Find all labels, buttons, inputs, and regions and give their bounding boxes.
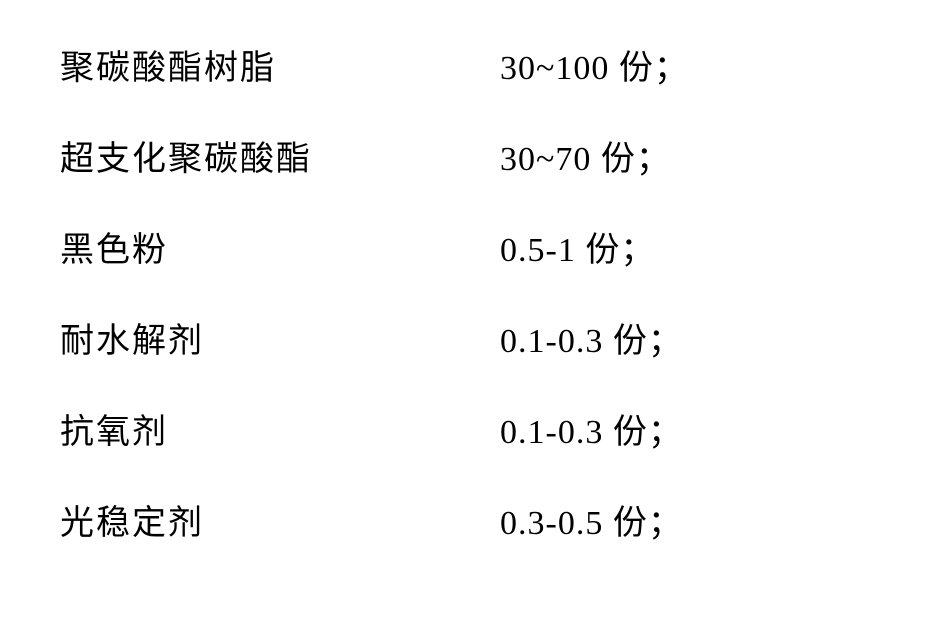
ingredient-label: 超支化聚碳酸酯	[60, 131, 500, 180]
ingredient-row: 耐水解剂 0.1-0.3 份；	[60, 313, 888, 362]
ingredient-row: 黑色粉 0.5-1 份；	[60, 222, 888, 271]
ingredient-label: 光稳定剂	[60, 495, 500, 544]
ingredient-value: 0.5-1 份；	[500, 222, 655, 271]
ingredient-value: 30~100 份；	[500, 40, 689, 89]
ingredient-row: 光稳定剂 0.3-0.5 份；	[60, 495, 888, 544]
ingredient-row: 聚碳酸酯树脂 30~100 份；	[60, 40, 888, 89]
ingredient-value: 0.1-0.3 份；	[500, 404, 683, 453]
ingredient-value: 0.3-0.5 份；	[500, 495, 683, 544]
ingredient-label: 聚碳酸酯树脂	[60, 40, 500, 89]
ingredient-row: 超支化聚碳酸酯 30~70 份；	[60, 131, 888, 180]
ingredient-row: 抗氧剂 0.1-0.3 份；	[60, 404, 888, 453]
ingredient-value: 0.1-0.3 份；	[500, 313, 683, 362]
ingredient-label: 抗氧剂	[60, 404, 500, 453]
ingredient-label: 耐水解剂	[60, 313, 500, 362]
ingredient-value: 30~70 份；	[500, 131, 671, 180]
ingredient-list: 聚碳酸酯树脂 30~100 份； 超支化聚碳酸酯 30~70 份； 黑色粉 0.…	[0, 0, 948, 626]
ingredient-label: 黑色粉	[60, 222, 500, 271]
